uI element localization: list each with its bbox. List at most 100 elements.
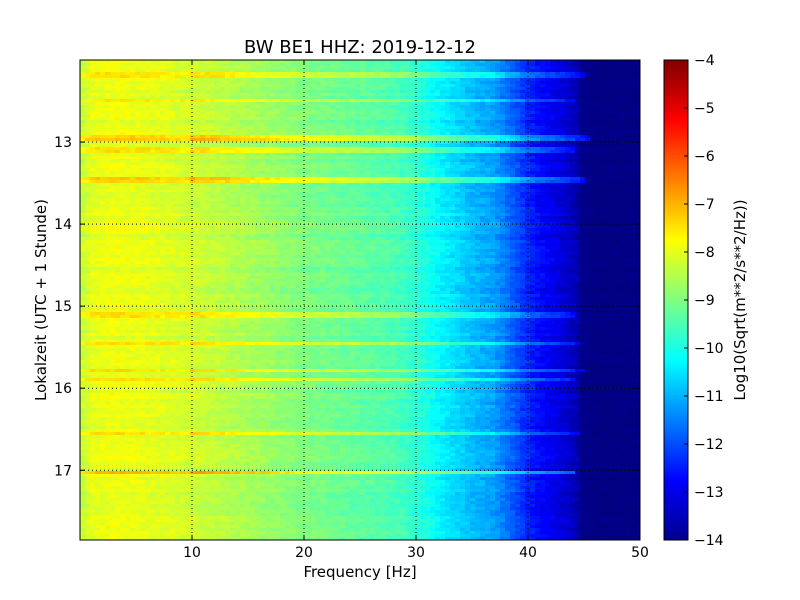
heatmap-cell xyxy=(450,63,456,67)
heatmap-cell xyxy=(230,63,236,67)
heatmap-cell xyxy=(490,99,496,103)
heatmap-cell xyxy=(275,84,281,88)
heatmap-cell xyxy=(410,99,416,103)
heatmap-cell xyxy=(265,78,271,82)
heatmap-cell xyxy=(415,81,421,85)
heatmap-cell xyxy=(435,81,441,85)
heatmap-cell xyxy=(380,105,386,109)
heatmap-cell xyxy=(245,84,251,88)
heatmap-cell xyxy=(120,105,126,109)
heatmap-cell xyxy=(435,84,441,88)
chart-title: BW BE1 HHZ: 2019-12-12 xyxy=(244,37,476,58)
heatmap-cell xyxy=(580,72,586,76)
heatmap-cell xyxy=(635,99,640,103)
heatmap-cell xyxy=(340,90,346,94)
heatmap-cell xyxy=(150,60,156,64)
heatmap-cell xyxy=(135,102,141,106)
heatmap-cell xyxy=(250,90,256,94)
heatmap-cell xyxy=(80,96,86,100)
heatmap-cell xyxy=(300,81,306,85)
heatmap-cell xyxy=(175,72,181,76)
heatmap-cell xyxy=(610,93,616,97)
heatmap-cell xyxy=(365,105,371,109)
heatmap-cell xyxy=(390,84,396,88)
heatmap-cell xyxy=(265,60,271,64)
heatmap-cell xyxy=(150,108,156,112)
heatmap-cell xyxy=(195,90,201,94)
heatmap-cell xyxy=(490,96,496,100)
heatmap-cell xyxy=(130,93,136,97)
heatmap-cell xyxy=(250,78,256,82)
heatmap-cell xyxy=(445,72,451,76)
heatmap-cell xyxy=(235,108,241,112)
heatmap-cell xyxy=(105,72,111,76)
heatmap-cell xyxy=(310,96,316,100)
heatmap-cell xyxy=(555,93,561,97)
heatmap-cell xyxy=(130,108,136,112)
heatmap-cell xyxy=(190,87,196,91)
heatmap-cell xyxy=(545,60,551,64)
heatmap-cell xyxy=(155,99,161,103)
heatmap-cell xyxy=(595,66,601,70)
heatmap-cell xyxy=(460,81,466,85)
heatmap-cell xyxy=(305,66,311,70)
heatmap-cell xyxy=(105,90,111,94)
heatmap-cell xyxy=(175,96,181,100)
heatmap-cell xyxy=(560,90,566,94)
heatmap-cell xyxy=(235,81,241,85)
heatmap-cell xyxy=(330,102,336,106)
heatmap-cell xyxy=(270,84,276,88)
heatmap-cell xyxy=(415,99,421,103)
heatmap-cell xyxy=(610,84,616,88)
heatmap-cell xyxy=(140,81,146,85)
heatmap-cell xyxy=(505,60,511,64)
heatmap-cell xyxy=(205,102,211,106)
heatmap-cell xyxy=(205,90,211,94)
heatmap-cell xyxy=(300,84,306,88)
heatmap-cell xyxy=(200,60,206,64)
heatmap-cell xyxy=(230,84,236,88)
heatmap-cell xyxy=(90,60,96,64)
heatmap-cell xyxy=(165,105,171,109)
heatmap-cell xyxy=(165,99,171,103)
heatmap-cell xyxy=(415,87,421,91)
heatmap-cell xyxy=(400,78,406,82)
heatmap-cell xyxy=(240,78,246,82)
heatmap-cell xyxy=(590,90,596,94)
heatmap-cell xyxy=(230,78,236,82)
heatmap-cell xyxy=(360,60,366,64)
heatmap-cell xyxy=(110,66,116,70)
heatmap-cell xyxy=(460,108,466,112)
heatmap-cell xyxy=(340,99,346,103)
heatmap-cell xyxy=(80,81,86,85)
heatmap-cell xyxy=(240,93,246,97)
heatmap-cell xyxy=(335,66,341,70)
heatmap-cell xyxy=(570,96,576,100)
heatmap-cell xyxy=(630,96,636,100)
heatmap-cell xyxy=(415,105,421,109)
heatmap-cell xyxy=(280,69,286,73)
heatmap-cell xyxy=(545,78,551,82)
heatmap-cell xyxy=(405,90,411,94)
heatmap-cell xyxy=(615,96,621,100)
heatmap-cell xyxy=(155,90,161,94)
heatmap-cell xyxy=(440,99,446,103)
heatmap-cell xyxy=(610,60,616,64)
heatmap-cell xyxy=(295,72,301,76)
heatmap-cell xyxy=(195,99,201,103)
heatmap-cell xyxy=(335,60,341,64)
heatmap-cell xyxy=(535,69,541,73)
heatmap-cell xyxy=(480,90,486,94)
heatmap-cell xyxy=(95,96,101,100)
heatmap-cell xyxy=(115,69,121,73)
heatmap-cell xyxy=(385,63,391,67)
heatmap-cell xyxy=(335,87,341,91)
heatmap-cell xyxy=(485,93,491,97)
heatmap-cell xyxy=(585,96,591,100)
heatmap-cell xyxy=(220,105,226,109)
heatmap-cell xyxy=(425,108,431,112)
heatmap-cell xyxy=(610,90,616,94)
heatmap-cell xyxy=(190,99,196,103)
heatmap-cell xyxy=(285,108,291,112)
heatmap-cell xyxy=(385,105,391,109)
